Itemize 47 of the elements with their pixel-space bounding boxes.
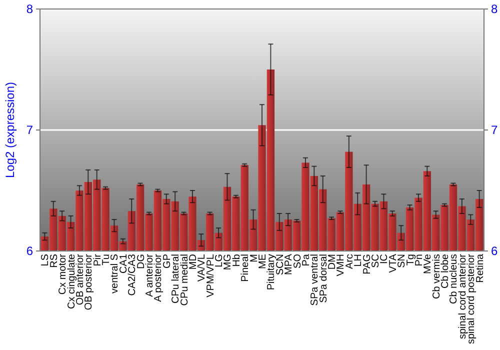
x-tick-label: LH [353, 254, 364, 267]
x-tick-label: CPu medial [179, 254, 190, 306]
y2-tick-label: 8 [491, 2, 498, 16]
x-tick-label: VMH [336, 254, 347, 276]
x-tick-label: PAG [362, 254, 373, 274]
x-tick-label: Pn [414, 254, 425, 266]
x-tick-label: spinal cord posterior [466, 253, 478, 344]
x-tick-label: A anterior [144, 253, 156, 297]
x-tick-label: SN [396, 254, 408, 268]
x-tick-label: GP [162, 254, 173, 268]
y-axis-title: Log2 (expression) [3, 82, 17, 178]
y-tick-label: 7 [26, 122, 34, 137]
x-tick-label: Cx cingulate [66, 254, 78, 310]
x-tick-label: ventral S [110, 254, 121, 294]
x-tick-label: IC [379, 254, 390, 264]
x-tick-label: CA1 [118, 254, 130, 274]
x-tick-label: MPA [284, 254, 295, 275]
x-tick-label: SCN [274, 254, 286, 276]
x-tick-label: VTA [388, 254, 399, 273]
x-tick-label: Pa [300, 254, 312, 266]
x-tick-label: spinal cord anterior [457, 253, 468, 340]
x-tick-label: SC [370, 254, 382, 268]
x-tick-label: SPa dorsal [318, 254, 330, 303]
x-tick-label: Pir [92, 253, 104, 266]
x-tick-label: LS [40, 254, 52, 266]
x-tick-label: Arc [344, 254, 356, 269]
x-tick-label: A posterior [153, 253, 164, 302]
x-tick-label: OB posterior [84, 253, 95, 310]
x-tick-label: VPM/VPL [205, 254, 216, 298]
y2-tick-label: 6 [491, 244, 498, 258]
x-tick-label: SO [292, 254, 304, 268]
x-tick-label: Pineal [240, 254, 252, 282]
x-tick-label: MVe [422, 254, 434, 274]
x-tick-label: M [248, 254, 260, 262]
x-tick-label: ME [258, 254, 268, 269]
x-tick-label: Cb nucleus [448, 254, 460, 304]
x-tick-label: CA2/CA3 [127, 254, 138, 296]
x-tick-label: RS [48, 254, 60, 268]
x-tick-label: DG [136, 254, 147, 269]
y2-tick-label: 7 [491, 122, 498, 137]
x-tick-label: Tg [405, 254, 416, 266]
y-tick-label: 6 [26, 244, 34, 258]
x-tick-label: Retina [474, 254, 486, 283]
x-tick-label: Hb [231, 254, 242, 267]
x-tick-label: Pituitary [266, 254, 278, 290]
x-tick-label: OB anterior [74, 253, 86, 306]
y-tick-label: 8 [26, 2, 34, 16]
